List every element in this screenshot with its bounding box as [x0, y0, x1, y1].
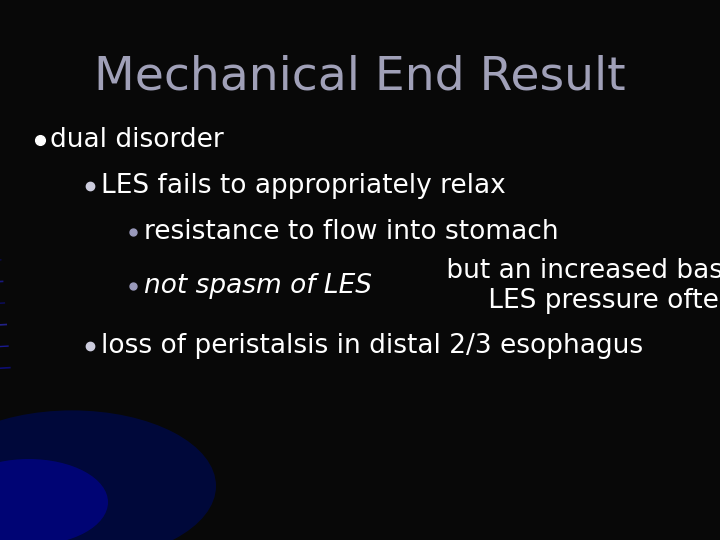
Text: resistance to flow into stomach: resistance to flow into stomach — [144, 219, 559, 245]
Text: dual disorder: dual disorder — [50, 127, 224, 153]
Ellipse shape — [0, 459, 108, 540]
Text: Mechanical End Result: Mechanical End Result — [94, 54, 626, 99]
Text: not spasm of LES: not spasm of LES — [144, 273, 372, 299]
Text: but an increased basal
      LES pressure often seen (55-90%): but an increased basal LES pressure ofte… — [438, 258, 720, 314]
Text: loss of peristalsis in distal 2/3 esophagus: loss of peristalsis in distal 2/3 esopha… — [101, 333, 643, 359]
Ellipse shape — [0, 410, 216, 540]
Text: LES fails to appropriately relax: LES fails to appropriately relax — [101, 173, 505, 199]
